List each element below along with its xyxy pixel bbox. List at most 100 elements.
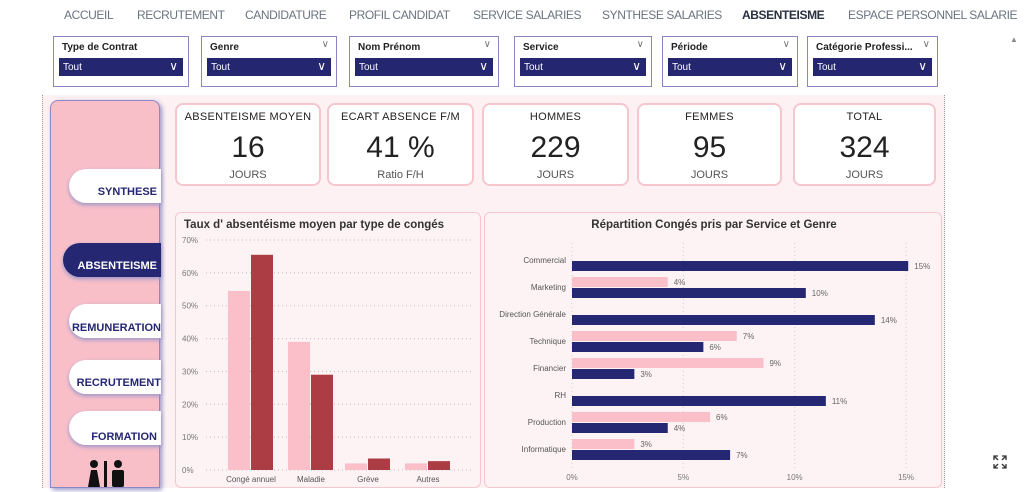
sidebar-remuneration[interactable]: REMUNERATION <box>69 304 161 338</box>
filter-dropdown[interactable]: Tout ∨ <box>668 58 792 76</box>
bar-chart-service-genre: Répartition Congés pris par Service et G… <box>499 219 930 482</box>
bar <box>572 315 875 325</box>
kpi-value: 324 <box>839 131 890 164</box>
filter-4[interactable]: Période ∨ Tout ∨ <box>662 36 798 87</box>
kpi-title: ABSENTEISME MOYEN <box>184 111 312 123</box>
nav-absenteisme[interactable]: ABSENTEISME <box>742 8 825 22</box>
sidebar-absenteisme[interactable]: ABSENTEISME <box>63 243 161 277</box>
sidebar-formation[interactable]: FORMATION <box>69 411 161 445</box>
x-tick-label: 5% <box>678 473 690 482</box>
top-nav: ACCUEIL RECRUTEMENT CANDIDATURE PROFIL C… <box>0 0 1024 31</box>
bar <box>572 288 806 298</box>
filter-value: Tout <box>359 62 378 73</box>
kpi-card: ABSENTEISME MOYEN 16 JOURS <box>175 103 321 186</box>
bar <box>572 423 668 433</box>
y-tick-label: Technique <box>530 337 567 346</box>
x-tick-label: 15% <box>898 473 914 482</box>
nav-synthese-salaries[interactable]: SYNTHESE SALARIES <box>602 8 722 22</box>
y-tick-label: Marketing <box>531 283 566 292</box>
filter-2[interactable]: Nom Prénom ∨ Tout ∨ <box>349 36 499 87</box>
kpi-unit: JOURS <box>690 169 729 181</box>
y-tick-label: Financier <box>533 364 566 373</box>
y-tick-label: Commercial <box>523 256 566 265</box>
filter-value: Tout <box>63 62 82 73</box>
x-tick-label: Grève <box>357 475 379 484</box>
bar <box>228 290 250 470</box>
y-tick-label: 60% <box>182 269 198 278</box>
bar <box>572 450 731 460</box>
y-tick-label: 70% <box>182 236 198 245</box>
bar <box>572 358 764 368</box>
fullscreen-icon[interactable] <box>993 455 1007 469</box>
kpi-value: 16 <box>231 131 265 164</box>
bar <box>572 261 909 271</box>
nav-candidature[interactable]: CANDIDATURE <box>245 8 327 22</box>
chevron-down-icon[interactable]: ∨ <box>922 39 930 50</box>
filter-label: Type de Contrat <box>62 42 138 53</box>
bar <box>311 374 333 470</box>
scroll-up-icon[interactable]: ▲ <box>1010 35 1018 44</box>
data-label: 6% <box>709 343 721 352</box>
filter-dropdown[interactable]: Tout ∨ <box>59 58 183 76</box>
filter-0[interactable]: Type de Contrat Tout ∨ <box>53 36 189 87</box>
filter-label: Nom Prénom <box>358 42 421 53</box>
x-tick-label: Congé annuel <box>226 475 276 484</box>
filter-dropdown[interactable]: Tout ∨ <box>813 58 932 76</box>
filter-dropdown[interactable]: Tout ∨ <box>520 58 646 76</box>
kpi-unit: JOURS <box>845 169 884 181</box>
chevron-down-icon[interactable]: ∨ <box>321 39 329 50</box>
y-tick-label: Direction Générale <box>499 310 566 319</box>
bar <box>251 254 273 470</box>
bar <box>428 461 450 470</box>
x-tick-label: 0% <box>566 473 578 482</box>
kpi-card: ECART ABSENCE F/M 41 % Ratio F/H <box>327 103 474 186</box>
nav-profil-candidat[interactable]: PROFIL CANDIDAT <box>349 8 450 22</box>
kpi-title: HOMMES <box>529 111 582 123</box>
chart-title: Taux d' absentéisme moyen par type de co… <box>184 219 444 231</box>
filter-value: Tout <box>211 62 230 73</box>
filter-dropdown[interactable]: Tout ∨ <box>207 58 331 76</box>
scrollbar[interactable]: ▲ <box>1010 35 1022 435</box>
bar <box>572 277 668 287</box>
bar <box>572 412 711 422</box>
bar <box>572 331 737 341</box>
chevron-down-icon[interactable]: ∨ <box>636 39 644 50</box>
nav-espace-personnel[interactable]: ESPACE PERSONNEL SALARIE <box>848 8 1018 22</box>
kpi-title: TOTAL <box>846 111 883 123</box>
chevron-down-icon[interactable]: ∨ <box>782 39 790 50</box>
sidebar-recrutement[interactable]: RECRUTEMENT <box>69 360 161 394</box>
nav-service-salaries[interactable]: SERVICE SALARIES <box>473 8 582 22</box>
kpi-value: 41 % <box>366 131 435 164</box>
y-tick-label: Production <box>528 418 566 427</box>
data-label: 4% <box>674 278 686 287</box>
y-tick-label: 0% <box>182 466 194 475</box>
filter-5[interactable]: Catégorie Professi... ∨ Tout ∨ <box>807 36 938 87</box>
x-tick-label: 10% <box>787 473 803 482</box>
data-label: 3% <box>640 440 652 449</box>
bar <box>368 458 390 470</box>
data-label: 7% <box>736 451 748 460</box>
filter-label: Période <box>671 42 708 53</box>
chart-title: Répartition Congés pris par Service et G… <box>591 219 836 231</box>
data-label: 10% <box>812 289 828 298</box>
nav-recrutement[interactable]: RECRUTEMENT <box>137 8 225 22</box>
chart-panel-absenteeism-type: Taux d' absentéisme moyen par type de co… <box>175 212 481 488</box>
filter-3[interactable]: Service ∨ Tout ∨ <box>514 36 652 87</box>
filter-dropdown[interactable]: Tout ∨ <box>355 58 493 76</box>
filter-label: Genre <box>210 42 239 53</box>
y-tick-label: Informatique <box>522 445 567 454</box>
data-label: 15% <box>914 262 930 271</box>
filter-1[interactable]: Genre ∨ Tout ∨ <box>201 36 337 87</box>
data-label: 3% <box>640 370 652 379</box>
chevron-down-icon: ∨ <box>632 59 641 73</box>
filter-value: Tout <box>524 62 543 73</box>
sidebar-synthese[interactable]: SYNTHESE <box>69 169 161 203</box>
y-tick-label: 50% <box>182 302 198 311</box>
kpi-unit: JOURS <box>229 169 267 181</box>
chevron-down-icon: ∨ <box>479 59 488 73</box>
chevron-down-icon[interactable]: ∨ <box>483 39 491 50</box>
nav-accueil[interactable]: ACCUEIL <box>64 8 114 22</box>
chevron-down-icon: ∨ <box>169 59 178 73</box>
chevron-down-icon: ∨ <box>317 59 326 73</box>
y-tick-label: RH <box>554 391 566 400</box>
